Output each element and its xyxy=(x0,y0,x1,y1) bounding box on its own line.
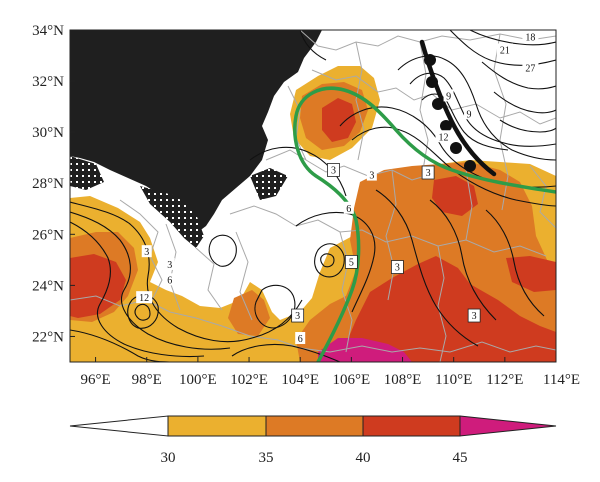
lon-tick-label: 108°E xyxy=(384,372,422,388)
lon-tick-label: 104°E xyxy=(281,372,319,388)
colorbar-label-45: 45 xyxy=(453,450,468,466)
terrain-mask xyxy=(70,30,322,248)
contour-label-bg xyxy=(343,201,354,214)
lon-tick-label: 112°E xyxy=(486,372,523,388)
front-dots xyxy=(424,54,476,172)
lon-tick-label: 114°E xyxy=(543,372,580,388)
contour-label: 12 xyxy=(438,132,448,143)
box-label-frame xyxy=(467,308,481,323)
box-label-frame xyxy=(344,254,358,269)
box-label: 3 xyxy=(331,165,336,176)
contour-label: 6 xyxy=(346,204,351,215)
box-label: 3 xyxy=(395,263,400,274)
colorbar-label-35: 35 xyxy=(259,450,274,466)
contour-label: 21 xyxy=(500,45,510,56)
map-frame xyxy=(69,29,557,363)
colorbar-label-30: 30 xyxy=(161,450,176,466)
contour-label-bg xyxy=(522,61,539,74)
contour-label: 9 xyxy=(467,109,472,120)
colorbar-label-40: 40 xyxy=(356,450,371,466)
contour-label-bg xyxy=(164,273,175,286)
contour-label-bg xyxy=(522,30,539,43)
contour-label: 27 xyxy=(525,63,535,74)
lat-tick-label: 34°N xyxy=(32,23,64,39)
contour-label-layer: 3 3 6 12 3 6 6 9 9 12 18 21 27 xyxy=(136,30,539,345)
contour-label-bg xyxy=(496,43,513,56)
lon-tick-label: 102°E xyxy=(230,372,268,388)
lat-tick-label: 30°N xyxy=(32,125,64,141)
longitude-axis: 96°E 98°E 100°E 102°E 104°E 106°E 108°E 110°E 11… xyxy=(80,357,580,388)
contour-label: 6 xyxy=(167,275,172,286)
lat-tick-label: 32°N xyxy=(32,74,64,90)
box-label-frame xyxy=(327,163,340,177)
contour-label-bg xyxy=(295,332,306,345)
contour-label-bg xyxy=(366,168,377,181)
contour-label: 6 xyxy=(298,334,303,345)
box-label: 5 xyxy=(349,257,354,268)
colorbar-segment-30-35 xyxy=(167,415,267,437)
lon-tick-label: 110°E xyxy=(435,372,472,388)
box-label: 3 xyxy=(472,311,477,322)
lon-tick-label: 106°E xyxy=(333,372,371,388)
contour-label: 18 xyxy=(525,33,535,44)
lon-tick-label: 100°E xyxy=(179,372,217,388)
box-label-layer: 3 5 3 3 3 3 xyxy=(291,163,481,323)
lat-tick-label: 22°N xyxy=(32,329,64,345)
contour-label: 12 xyxy=(139,293,149,304)
contour-label: 9 xyxy=(446,91,451,102)
contour-label-bg xyxy=(435,130,452,143)
colorbar: 30 35 40 45 xyxy=(69,415,557,466)
lon-tick-label: 98°E xyxy=(132,372,162,388)
lat-tick-label: 24°N xyxy=(32,278,64,294)
contour-label-bg xyxy=(136,291,153,304)
colorbar-segment-40-45 xyxy=(362,415,461,437)
contour-label-bg xyxy=(464,107,475,120)
latitude-axis: 34°N 32°N 30°N 28°N 26°N 24°N 22°N xyxy=(32,23,75,345)
lat-tick-label: 26°N xyxy=(32,227,64,243)
box-label-frame xyxy=(291,308,305,323)
contour-label: 3 xyxy=(369,171,374,182)
colorbar-segment-low xyxy=(69,415,169,437)
box-label-frame xyxy=(421,165,435,180)
box-label: 3 xyxy=(426,168,431,179)
colorbar-segment-35-40 xyxy=(265,415,364,437)
colorbar-segment-high xyxy=(459,415,557,437)
contour-label: 3 xyxy=(144,247,149,258)
contour-label: 3 xyxy=(167,260,172,271)
contour-label-bg xyxy=(164,257,175,270)
contour-label-bg xyxy=(443,89,454,102)
map-panel: 3 3 6 12 3 6 6 9 9 12 18 21 27 3 5 3 3 3 3 xyxy=(70,30,556,362)
box-label: 3 xyxy=(295,311,300,322)
shading-level-45 xyxy=(318,338,412,362)
lat-tick-label: 28°N xyxy=(32,176,64,192)
box-label-frame xyxy=(391,260,404,274)
contour-label-bg xyxy=(141,245,152,258)
lon-tick-label: 96°E xyxy=(80,372,110,388)
